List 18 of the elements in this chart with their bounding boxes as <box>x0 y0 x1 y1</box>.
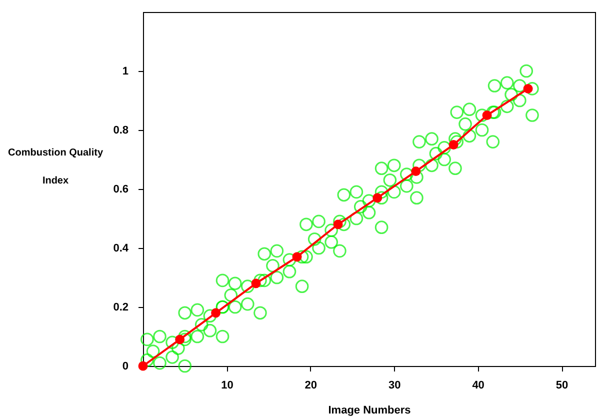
y-tick-label: 0 <box>122 360 128 372</box>
x-tick-label: 40 <box>472 380 484 392</box>
x-tick-label: 10 <box>221 380 234 392</box>
y-tick-label: 0.8 <box>113 124 128 136</box>
point <box>482 110 492 120</box>
x-tick-label: 50 <box>556 380 568 392</box>
x-tick-label: 20 <box>304 380 318 392</box>
y-tick-label: 0.2 <box>113 302 128 314</box>
y-tick-label: 1 <box>122 66 128 78</box>
point <box>211 308 221 318</box>
y-tick-label: 0.4 <box>113 242 130 254</box>
x-axis-title: Image Numbers <box>328 404 411 416</box>
point <box>292 252 302 262</box>
text: Combustion Quality Index <box>8 148 103 186</box>
point <box>138 361 148 371</box>
y-tick-label: 0.6 <box>113 184 128 196</box>
x-tick-label: 30 <box>388 380 401 392</box>
point <box>411 166 421 176</box>
